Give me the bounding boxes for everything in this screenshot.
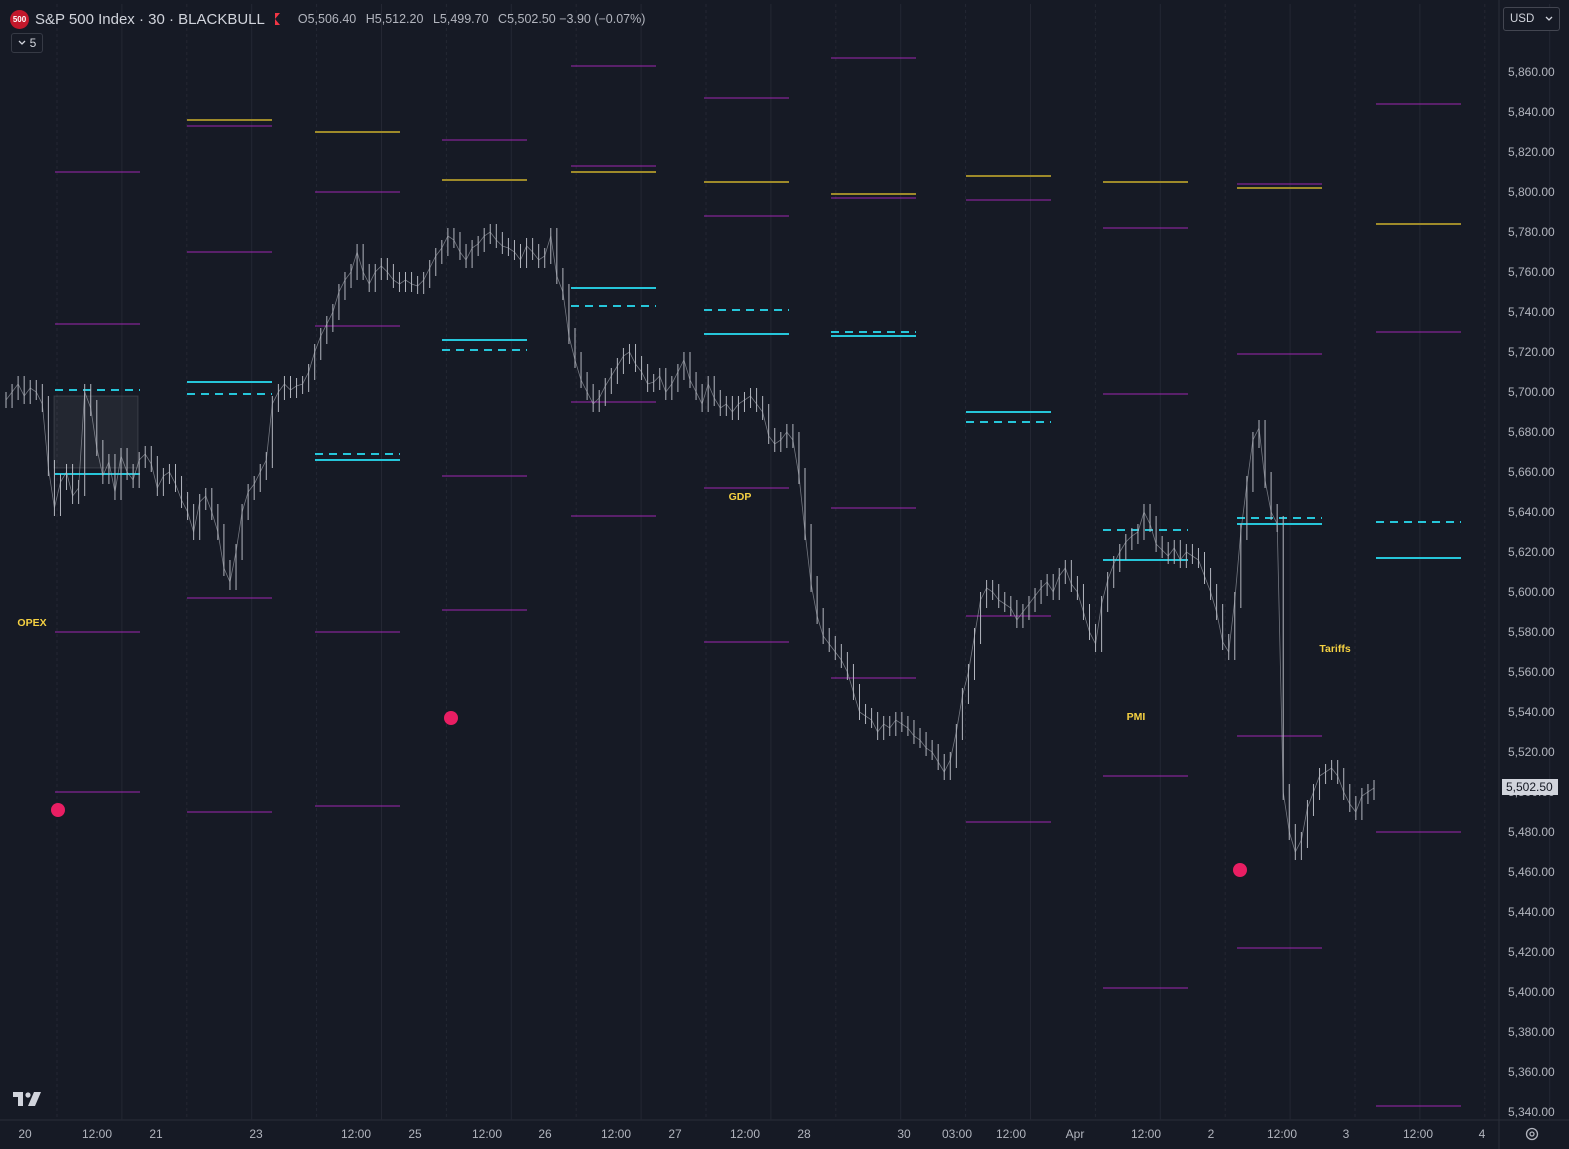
gear-icon[interactable] xyxy=(1524,1126,1540,1142)
price-tick-label: 5,740.00 xyxy=(1508,305,1555,319)
price-axis: 5,860.00 5,840.00 5,820.00 5,800.00 5,780.00… xyxy=(1508,65,1555,1119)
time-tick-label: 3 xyxy=(1343,1127,1350,1141)
currency-select[interactable]: USD xyxy=(1503,7,1560,31)
price-tick-label: 5,400.00 xyxy=(1508,985,1555,999)
price-line xyxy=(5,231,1375,854)
price-series xyxy=(5,224,1375,860)
price-tick-label: 5,680.00 xyxy=(1508,425,1555,439)
time-tick-label: 25 xyxy=(408,1127,422,1141)
selection-box xyxy=(53,395,139,469)
open-label: O xyxy=(297,12,308,26)
price-tick-label: 5,420.00 xyxy=(1508,945,1555,959)
price-tick-label: 5,520.00 xyxy=(1508,745,1555,759)
event-label: PMI xyxy=(1127,711,1146,723)
event-annotations: OPEX GDP PMI Tariffs xyxy=(17,491,1350,723)
tradingview-logo-icon[interactable] xyxy=(13,1090,47,1108)
price-tick-label: 5,800.00 xyxy=(1508,185,1555,199)
time-tick-label: 26 xyxy=(538,1127,552,1141)
price-tick-label: 5,580.00 xyxy=(1508,625,1555,639)
change-value: −3.90 (−0.07%) xyxy=(559,12,646,26)
price-tick-label: 5,700.00 xyxy=(1508,385,1555,399)
last-price-label: 5,502.50 xyxy=(1506,780,1553,794)
chevron-down-icon xyxy=(18,40,26,45)
close-value: 5,502.50 xyxy=(507,12,556,26)
event-label: Tariffs xyxy=(1319,643,1350,655)
price-tick-label: 5,660.00 xyxy=(1508,465,1555,479)
price-tick-label: 5,820.00 xyxy=(1508,145,1555,159)
time-tick-label: 12:00 xyxy=(1131,1127,1161,1141)
time-tick-label: 12:00 xyxy=(341,1127,371,1141)
time-tick-label: 12:00 xyxy=(730,1127,760,1141)
price-tick-label: 5,840.00 xyxy=(1508,105,1555,119)
time-tick-label: 12:00 xyxy=(601,1127,631,1141)
price-tick-label: 5,780.00 xyxy=(1508,225,1555,239)
event-label: GDP xyxy=(729,491,752,503)
price-tick-label: 5,440.00 xyxy=(1508,905,1555,919)
price-tick-label: 5,480.00 xyxy=(1508,825,1555,839)
time-tick-label: 03:00 xyxy=(942,1127,972,1141)
time-tick-label: Apr xyxy=(1066,1127,1085,1141)
currency-label: USD xyxy=(1510,13,1535,25)
event-dot xyxy=(51,803,65,817)
event-label: OPEX xyxy=(17,617,46,629)
event-dots xyxy=(51,711,1247,877)
close-label: C xyxy=(498,12,508,26)
event-dot xyxy=(444,711,458,725)
indicators-toggle-button[interactable]: 5 xyxy=(11,33,43,53)
last-price-marker xyxy=(1502,779,1558,795)
time-tick-label: 2 xyxy=(1208,1127,1215,1141)
low-value: 5,499.70 xyxy=(439,12,489,26)
price-tick-label: 5,340.00 xyxy=(1508,1105,1555,1119)
time-tick-label: 12:00 xyxy=(82,1127,112,1141)
session-levels xyxy=(55,57,1461,1107)
time-axis: 20 12:00 21 23 12:00 25 12:00 26 12:00 27 12:00 28 3… xyxy=(18,1127,1485,1141)
chevron-down-icon xyxy=(1545,16,1553,21)
chart-header: 500 S&P 500 Index · 30 · BLACKBULL O5,50… xyxy=(10,7,645,31)
time-tick-label: 27 xyxy=(668,1127,682,1141)
time-tick-label: 20 xyxy=(18,1127,32,1141)
time-tick-label: 12:00 xyxy=(1403,1127,1433,1141)
sp500-logo-icon: 500 xyxy=(10,9,29,29)
price-tick-label: 5,720.00 xyxy=(1508,345,1555,359)
price-tick-label: 5,360.00 xyxy=(1508,1065,1555,1079)
price-tick-label: 5,460.00 xyxy=(1508,865,1555,879)
event-dot xyxy=(1233,863,1247,877)
price-tick-label: 5,640.00 xyxy=(1508,505,1555,519)
price-tick-label: 5,600.00 xyxy=(1508,585,1555,599)
time-tick-label: 21 xyxy=(149,1127,163,1141)
price-tick-label: 5,540.00 xyxy=(1508,705,1555,719)
time-tick-label: 23 xyxy=(249,1127,263,1141)
symbol-title[interactable]: S&P 500 Index · 30 · BLACKBULL xyxy=(35,10,265,28)
high-label: H xyxy=(365,12,375,26)
time-tick-label: 4 xyxy=(1479,1127,1486,1141)
price-tick-label: 5,860.00 xyxy=(1508,65,1555,79)
high-value: 5,512.20 xyxy=(374,12,424,26)
price-tick-label: 5,620.00 xyxy=(1508,545,1555,559)
indicators-count: 5 xyxy=(29,36,37,50)
time-tick-label: 12:00 xyxy=(996,1127,1026,1141)
time-tick-label: 12:00 xyxy=(1267,1127,1297,1141)
grid-lines xyxy=(56,4,1551,1120)
ohlc-readout: O5,506.40 H5,512.20 L5,499.70 C5,502.50 … xyxy=(292,12,646,26)
time-tick-label: 12:00 xyxy=(472,1127,502,1141)
time-tick-label: 30 xyxy=(897,1127,911,1141)
open-value: 5,506.40 xyxy=(307,12,357,26)
price-tick-label: 5,560.00 xyxy=(1508,665,1555,679)
flag-icon[interactable] xyxy=(274,13,280,25)
price-tick-label: 5,380.00 xyxy=(1508,1025,1555,1039)
time-tick-label: 28 xyxy=(797,1127,811,1141)
price-tick-label: 5,760.00 xyxy=(1508,265,1555,279)
low-label: L xyxy=(432,12,440,26)
